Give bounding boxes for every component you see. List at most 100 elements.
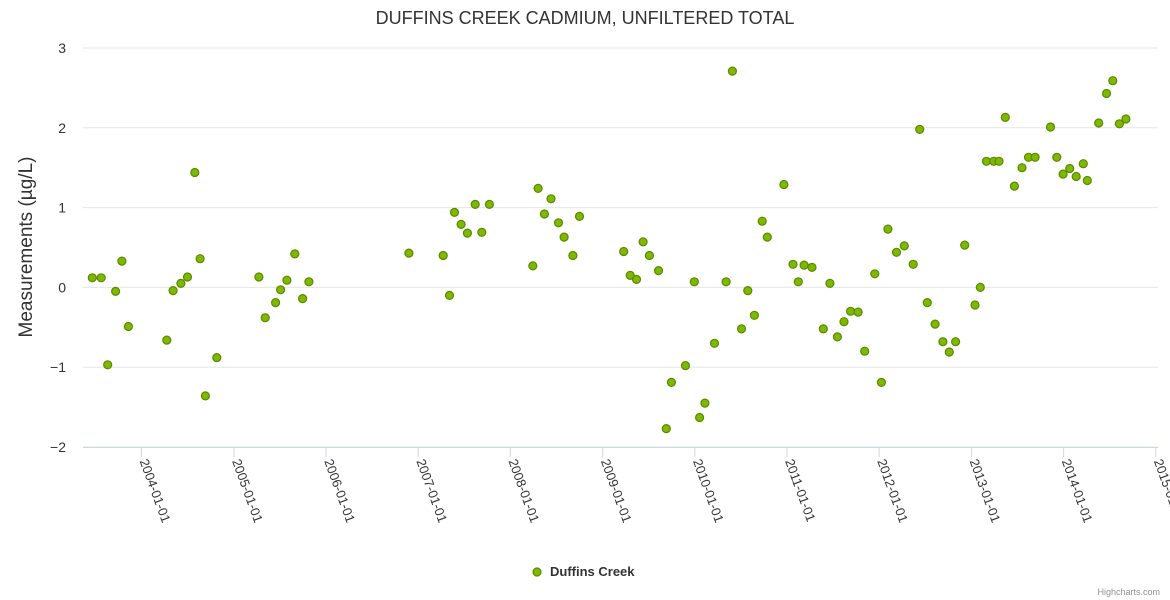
data-point[interactable]: [484, 199, 494, 209]
data-point[interactable]: [908, 259, 918, 269]
data-point[interactable]: [528, 261, 538, 271]
data-point[interactable]: [1121, 114, 1131, 124]
data-point[interactable]: [1101, 88, 1112, 99]
data-point[interactable]: [477, 227, 487, 237]
data-point[interactable]: [304, 277, 314, 287]
data-point[interactable]: [680, 361, 691, 371]
data-point[interactable]: [799, 260, 809, 270]
data-point[interactable]: [1078, 159, 1088, 169]
data-point[interactable]: [625, 270, 635, 280]
data-point[interactable]: [1000, 112, 1010, 123]
data-point[interactable]: [793, 277, 803, 287]
data-point[interactable]: [470, 199, 480, 209]
credits-link[interactable]: Highcharts.com: [1097, 587, 1160, 597]
data-point[interactable]: [117, 256, 127, 266]
data-point[interactable]: [899, 241, 909, 251]
data-point[interactable]: [930, 319, 940, 329]
data-point[interactable]: [182, 272, 193, 282]
data-point[interactable]: [950, 337, 961, 347]
data-point[interactable]: [832, 332, 843, 342]
data-point[interactable]: [825, 278, 835, 288]
data-point[interactable]: [449, 207, 460, 217]
data-point[interactable]: [1045, 122, 1056, 132]
data-point[interactable]: [290, 249, 300, 259]
data-point[interactable]: [176, 278, 186, 288]
data-point[interactable]: [915, 124, 925, 134]
data-point[interactable]: [298, 294, 308, 304]
data-point[interactable]: [807, 262, 817, 272]
data-point[interactable]: [1030, 152, 1040, 162]
data-point[interactable]: [456, 219, 466, 229]
data-point[interactable]: [276, 285, 286, 295]
data-point[interactable]: [960, 240, 970, 250]
data-point[interactable]: [944, 347, 954, 357]
data-point[interactable]: [839, 317, 849, 327]
data-point[interactable]: [162, 335, 172, 345]
data-point[interactable]: [1065, 163, 1075, 174]
data-point[interactable]: [694, 412, 705, 423]
data-point[interactable]: [653, 266, 664, 276]
data-point[interactable]: [574, 211, 585, 221]
data-point[interactable]: [975, 282, 985, 292]
data-point[interactable]: [818, 324, 828, 334]
data-point[interactable]: [168, 286, 178, 296]
data-point[interactable]: [96, 273, 106, 283]
data-point[interactable]: [462, 228, 472, 238]
data-point[interactable]: [404, 248, 414, 258]
data-point[interactable]: [568, 250, 578, 261]
data-point[interactable]: [110, 286, 121, 296]
data-point[interactable]: [1082, 175, 1092, 186]
data-point[interactable]: [883, 224, 893, 234]
data-point[interactable]: [190, 167, 200, 178]
data-point[interactable]: [1114, 119, 1125, 129]
data-point[interactable]: [860, 346, 870, 356]
data-point[interactable]: [845, 306, 856, 316]
data-point[interactable]: [970, 300, 980, 310]
data-point[interactable]: [727, 66, 738, 76]
data-point[interactable]: [700, 398, 710, 408]
legend-marker[interactable]: [532, 567, 542, 577]
data-point[interactable]: [539, 209, 550, 219]
data-point[interactable]: [103, 360, 113, 370]
data-point[interactable]: [661, 424, 671, 434]
data-point[interactable]: [922, 298, 932, 308]
data-point[interactable]: [853, 307, 863, 317]
data-point[interactable]: [553, 218, 564, 228]
data-point[interactable]: [709, 338, 720, 348]
data-point[interactable]: [1071, 171, 1081, 182]
data-point[interactable]: [644, 250, 655, 261]
data-point[interactable]: [736, 324, 747, 334]
data-point[interactable]: [757, 216, 767, 226]
data-point[interactable]: [876, 377, 887, 387]
data-point[interactable]: [123, 321, 133, 332]
data-point[interactable]: [666, 377, 677, 387]
data-point[interactable]: [254, 272, 264, 282]
data-point[interactable]: [779, 179, 789, 190]
data-point[interactable]: [870, 269, 880, 279]
data-point[interactable]: [762, 232, 772, 242]
data-point[interactable]: [212, 353, 222, 363]
series-duffins-creek[interactable]: [87, 66, 1131, 434]
data-point[interactable]: [444, 290, 455, 300]
legend[interactable]: Duffins Creek: [532, 564, 635, 579]
data-point[interactable]: [1017, 163, 1027, 173]
data-point[interactable]: [533, 183, 543, 193]
data-point[interactable]: [721, 277, 731, 287]
data-point[interactable]: [1108, 76, 1118, 86]
data-point[interactable]: [546, 194, 556, 204]
data-point[interactable]: [438, 250, 448, 261]
data-point[interactable]: [749, 310, 760, 320]
data-point[interactable]: [1009, 181, 1020, 191]
data-point[interactable]: [631, 274, 642, 284]
data-point[interactable]: [1094, 118, 1104, 128]
data-point[interactable]: [195, 254, 205, 264]
data-point[interactable]: [891, 247, 902, 257]
data-point[interactable]: [788, 259, 798, 269]
data-point[interactable]: [282, 275, 292, 285]
data-point[interactable]: [619, 246, 629, 257]
data-point[interactable]: [689, 277, 699, 287]
data-point[interactable]: [638, 237, 648, 247]
legend-item-duffins-creek[interactable]: Duffins Creek: [550, 564, 635, 579]
data-point[interactable]: [1058, 169, 1068, 179]
data-point[interactable]: [87, 273, 97, 283]
